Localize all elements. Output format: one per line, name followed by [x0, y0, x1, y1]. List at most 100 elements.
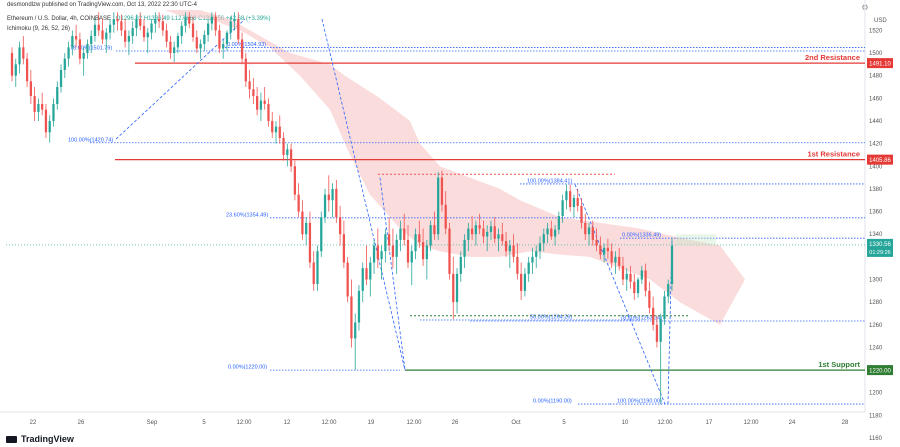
candle-body: [486, 231, 489, 237]
candle-body: [376, 245, 379, 260]
candle-body: [538, 243, 542, 252]
y-tick-label: 1340: [869, 232, 883, 238]
candle-body: [425, 245, 428, 260]
candle-body: [504, 241, 508, 252]
y-tick-label: 1180: [869, 413, 883, 419]
candle-body: [25, 58, 29, 82]
candle-body: [180, 25, 183, 37]
y-tick-label: 1300: [869, 278, 883, 284]
candle-body: [165, 30, 168, 42]
candle-body: [108, 24, 112, 33]
symbol-name[interactable]: Ethereum / U.S. Dollar, 4h, COINBASE: [7, 16, 112, 22]
candle-body: [663, 296, 666, 320]
candle-body: [259, 100, 263, 110]
candle-body: [395, 239, 398, 257]
candle-body: [157, 19, 161, 22]
level-name: 2nd Resistance: [805, 53, 860, 62]
level-price-text: 1220.00: [869, 368, 891, 374]
candle-body: [248, 81, 251, 90]
y-tick-label: 1480: [869, 74, 883, 80]
x-tick-label: 26: [452, 420, 459, 426]
candle-body: [135, 19, 138, 29]
candle-body: [256, 96, 259, 110]
candle-body: [218, 30, 221, 49]
candle-body: [655, 324, 659, 342]
candle-body: [10, 53, 14, 76]
candle-body: [652, 307, 655, 325]
candle-body: [493, 226, 496, 239]
candle-body: [659, 319, 662, 342]
candle-body: [599, 245, 602, 255]
fib-label: 100.00%(1384.41): [527, 178, 572, 184]
level-price-tag: [867, 58, 893, 69]
candle-body: [580, 205, 583, 223]
candle-body: [380, 251, 383, 260]
fib-label: 78.60%(1263.34): [620, 316, 662, 322]
y-tick-label: 1420: [869, 142, 883, 148]
candle-body: [154, 19, 157, 24]
candle-body: [350, 296, 353, 339]
candle-body: [550, 228, 553, 237]
x-tick-label: Oct: [511, 420, 521, 426]
candle-body: [610, 251, 613, 263]
candle-body: [542, 234, 545, 244]
y-tick-label: 1360: [869, 210, 883, 216]
y-tick-label: 1260: [869, 323, 883, 329]
candle-body: [33, 96, 36, 112]
candle-body: [323, 194, 327, 218]
candle-body: [312, 262, 315, 285]
candle-body: [90, 36, 93, 44]
candle-body: [188, 16, 191, 24]
candle-body: [278, 126, 281, 138]
candle-body: [263, 100, 266, 104]
x-tick-label: 12:00: [236, 420, 252, 426]
x-tick-label: 28: [842, 420, 849, 426]
candle-body: [44, 109, 48, 133]
x-tick-label: 19: [368, 420, 375, 426]
candle-body: [444, 204, 447, 229]
x-tick-label: 17: [706, 420, 713, 426]
candle-body: [199, 43, 202, 49]
candle-body: [565, 191, 568, 201]
x-tick-label: 24: [789, 420, 796, 426]
candle-body: [233, 19, 236, 22]
candle-body: [59, 70, 63, 88]
candle-body: [520, 273, 523, 291]
candle-body: [161, 21, 164, 31]
x-tick-label: 12:00: [321, 420, 337, 426]
candle-body: [331, 188, 334, 201]
candle-body: [670, 245, 674, 285]
candle-body: [195, 37, 198, 49]
candle-body: [437, 177, 440, 235]
candle-body: [516, 256, 519, 274]
candle-body: [191, 23, 195, 38]
candle-body: [418, 234, 421, 243]
candle-body: [18, 47, 21, 65]
candle-body: [569, 191, 572, 208]
candle-body: [82, 53, 85, 59]
candle-body: [501, 234, 504, 242]
candle-body: [240, 39, 244, 59]
level-price-text: 1491.10: [869, 61, 891, 67]
candle-body: [584, 222, 587, 235]
tradingview-logo-icon: [6, 435, 17, 443]
candle-body: [403, 228, 406, 240]
candle-body: [52, 103, 55, 121]
candle-body: [74, 36, 78, 40]
candle-body: [150, 23, 153, 33]
candle-body: [629, 273, 632, 282]
y-tick-label: 1280: [869, 300, 883, 306]
candle-body: [365, 268, 368, 280]
indicator-label[interactable]: Ichimoku (9, 26, 52, 26): [7, 26, 71, 32]
trend-line: [115, 18, 246, 140]
candle-body: [512, 245, 515, 257]
candle-body: [63, 58, 66, 71]
countdown-text: 01:29:26: [869, 250, 890, 256]
candle-body: [41, 103, 44, 110]
candle-body: [301, 211, 304, 235]
candle-body: [369, 262, 372, 280]
candle-body: [116, 19, 119, 22]
candle-body: [535, 251, 538, 257]
candle-body: [410, 251, 413, 263]
